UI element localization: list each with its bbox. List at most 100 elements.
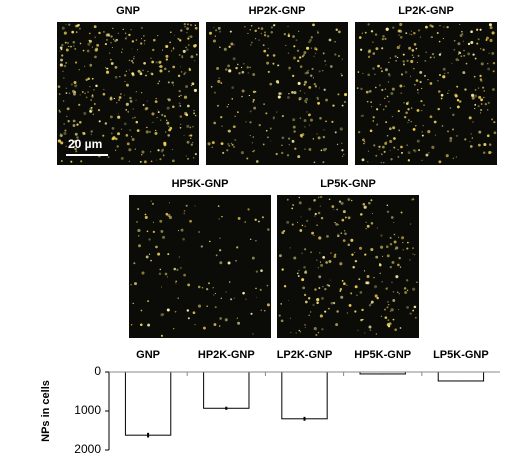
particle: [308, 124, 311, 126]
particle: [64, 41, 67, 44]
particle: [157, 252, 161, 256]
particle: [213, 294, 215, 296]
particle: [142, 69, 144, 72]
particle: [291, 91, 294, 94]
particle: [155, 159, 157, 161]
particle: [380, 234, 383, 237]
particle: [479, 28, 482, 31]
particle: [130, 283, 132, 286]
particle: [453, 39, 456, 42]
particle: [243, 63, 245, 65]
particle: [211, 141, 215, 145]
particle: [227, 129, 231, 133]
particle: [190, 24, 192, 26]
particle: [249, 110, 252, 113]
particle: [384, 105, 388, 108]
particle: [421, 110, 423, 112]
particle: [180, 94, 182, 97]
particle: [368, 89, 372, 93]
particle: [400, 211, 403, 214]
particle: [375, 255, 379, 259]
y-tick-label: 2000: [74, 442, 101, 456]
particle: [292, 204, 295, 206]
particle: [122, 28, 124, 31]
particle: [253, 149, 256, 152]
particle: [265, 112, 268, 115]
particle: [380, 315, 382, 317]
particle: [264, 31, 266, 34]
particle: [212, 39, 216, 43]
particle: [443, 26, 445, 28]
particle: [137, 69, 141, 73]
particle: [128, 160, 130, 162]
particle: [385, 287, 388, 290]
panel-label: HP2K-GNP: [249, 5, 306, 17]
particle: [301, 55, 304, 58]
particle: [160, 149, 164, 153]
particle: [232, 125, 236, 129]
particle: [308, 86, 312, 89]
particle: [255, 287, 257, 290]
particle: [469, 145, 473, 148]
particle: [452, 157, 455, 159]
particle: [187, 37, 190, 40]
particle: [340, 73, 342, 75]
particle: [491, 151, 493, 154]
particle: [281, 151, 284, 155]
particle: [89, 64, 92, 67]
particle: [313, 82, 317, 86]
particle: [421, 159, 423, 161]
particle: [247, 72, 250, 74]
particle: [482, 48, 485, 51]
scale-bar-label: 20 µm: [68, 137, 102, 151]
particle: [143, 39, 146, 42]
particle: [72, 124, 76, 127]
particle: [459, 34, 463, 38]
particle: [144, 107, 148, 111]
particle: [407, 121, 409, 124]
particle: [250, 41, 253, 44]
particle: [313, 161, 316, 164]
particle: [263, 34, 267, 37]
x-tick-label: LP2K-GNP: [277, 349, 333, 361]
particle: [387, 81, 390, 83]
particle: [185, 204, 188, 207]
particle: [288, 93, 290, 95]
particle: [292, 125, 296, 129]
particle: [142, 35, 145, 37]
particle: [320, 216, 324, 220]
particle: [212, 286, 215, 289]
particle: [172, 65, 176, 69]
particle: [416, 61, 418, 63]
particle: [182, 49, 186, 53]
particle: [384, 142, 388, 145]
particle: [377, 64, 380, 68]
particle: [140, 38, 143, 40]
particle: [478, 130, 482, 134]
particle: [352, 265, 355, 269]
particle: [308, 297, 311, 300]
particle: [143, 160, 147, 164]
particle: [365, 90, 369, 94]
particle: [157, 35, 159, 37]
particle: [144, 213, 147, 216]
particle: [402, 63, 405, 66]
particle: [489, 38, 493, 43]
particle: [221, 125, 223, 127]
particle: [322, 148, 327, 152]
panel-label: GNP: [116, 5, 140, 17]
particle: [254, 218, 257, 221]
particle: [113, 97, 116, 100]
particle: [394, 328, 398, 332]
particle: [334, 221, 336, 224]
particle: [125, 70, 128, 72]
particle: [380, 245, 384, 249]
particle: [386, 323, 390, 327]
particle: [433, 120, 437, 124]
particle: [387, 300, 389, 303]
particle: [131, 40, 135, 43]
particle: [65, 48, 69, 52]
particle: [258, 124, 261, 127]
particle: [148, 253, 151, 255]
micrograph: [129, 195, 271, 338]
